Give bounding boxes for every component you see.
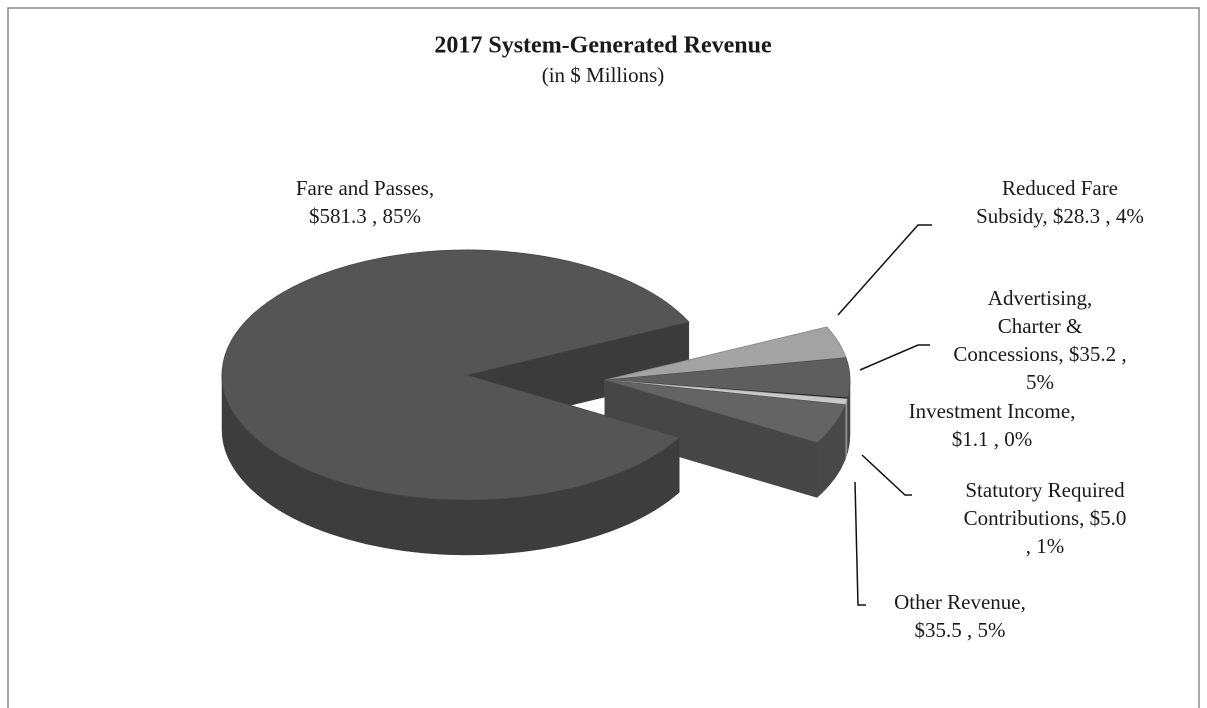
data-labels: Fare and Passes, $581.3 , 85% Reduced Fare… xyxy=(296,176,1144,642)
chart-title: 2017 System-Generated Revenue xyxy=(434,33,772,59)
data-label: $1.1 , 0% xyxy=(952,427,1033,451)
chart-border xyxy=(7,7,1200,708)
leader-line xyxy=(837,224,932,316)
pie-slice xyxy=(221,249,690,501)
leader-line xyxy=(859,344,930,371)
slice-side xyxy=(844,398,848,460)
data-label: Statutory Required xyxy=(965,478,1125,502)
data-label: Fare and Passes, xyxy=(296,176,434,200)
data-label: Contributions, $5.0 xyxy=(964,506,1127,530)
data-label: $35.5 , 5% xyxy=(915,618,1006,642)
leader-line xyxy=(861,454,912,496)
data-label: $581.3 , 85% xyxy=(309,204,421,228)
leader-line xyxy=(854,481,866,606)
data-label: Concessions, $35.2 , xyxy=(953,342,1126,366)
data-label: Subsidy, $28.3 , 4% xyxy=(976,204,1144,228)
data-label: Other Revenue, xyxy=(894,590,1026,614)
data-label: , 1% xyxy=(1026,534,1065,558)
data-label: Reduced Fare xyxy=(1002,176,1118,200)
data-label: Advertising, xyxy=(988,286,1092,310)
data-label: Investment Income, xyxy=(909,399,1076,423)
pie-tops xyxy=(221,249,851,501)
data-label: 5% xyxy=(1026,370,1054,394)
pie-slice xyxy=(604,379,846,443)
data-label: Charter & xyxy=(998,314,1083,338)
chart-subtitle: (in $ Millions) xyxy=(542,63,665,87)
